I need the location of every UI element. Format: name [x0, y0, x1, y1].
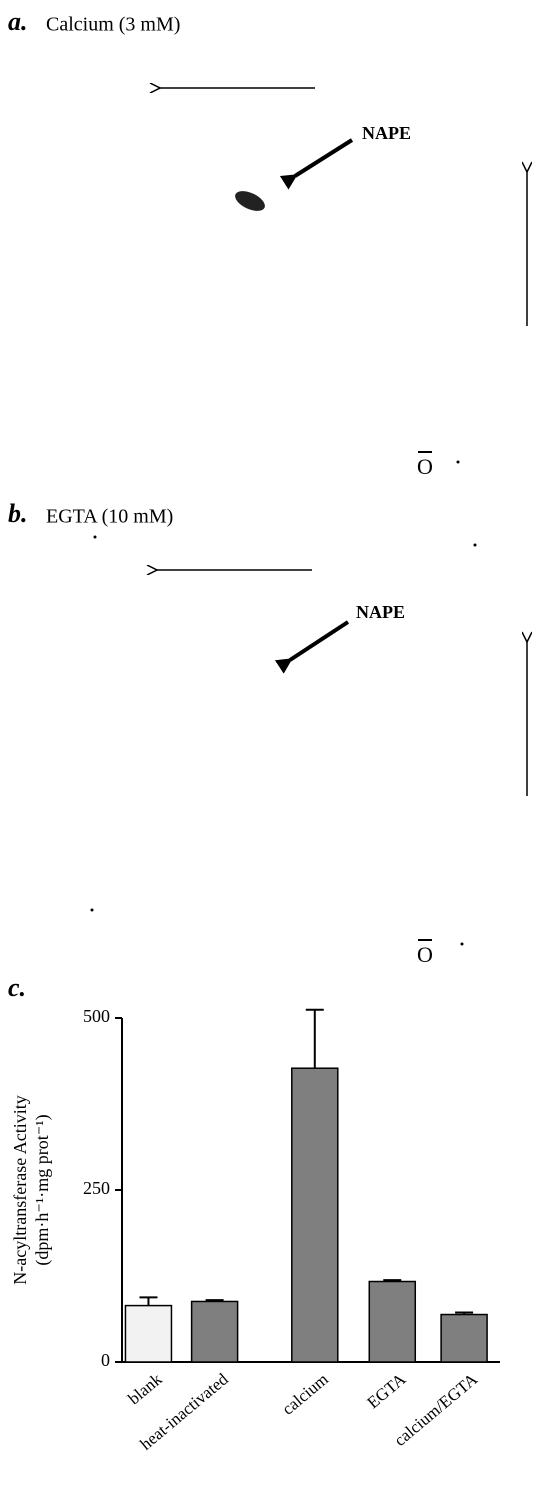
figure: a. Calcium (3 mM) NAPE O b. EGTA (10 mM)…	[0, 0, 535, 1498]
y-tick-label: 0	[101, 1350, 110, 1370]
dot	[474, 544, 477, 547]
dot	[91, 909, 94, 912]
y-tick-label: 250	[83, 1178, 110, 1198]
bar	[125, 1306, 171, 1362]
panel-label: c.	[8, 973, 26, 1002]
origin-label: O	[417, 942, 433, 967]
bar	[292, 1068, 338, 1362]
bar	[441, 1315, 487, 1362]
origin-label: O	[417, 454, 433, 479]
panel-title: Calcium (3 mM)	[46, 14, 180, 36]
panel-label: b.	[8, 499, 28, 528]
dot	[94, 536, 97, 539]
y-tick-label: 500	[83, 1006, 110, 1026]
x-tick-label: blank	[124, 1369, 166, 1408]
dot	[461, 943, 464, 946]
y-axis-label: (dpm·h⁻¹·mg prot⁻¹)	[32, 1114, 53, 1265]
nape-spot	[232, 187, 268, 215]
dot	[457, 461, 460, 464]
bar	[192, 1301, 238, 1362]
y-axis-label: N-acyltransferase Activity	[10, 1095, 30, 1284]
x-tick-label: EGTA	[363, 1369, 409, 1412]
spot-label: NAPE	[362, 123, 411, 143]
spot-label: NAPE	[356, 602, 405, 622]
x-tick-label: calcium	[278, 1370, 331, 1419]
spot-arrow	[290, 622, 348, 660]
bar	[369, 1282, 415, 1362]
panel-label: a.	[8, 7, 28, 36]
spot-arrow	[295, 140, 352, 176]
panel-title: EGTA (10 mM)	[46, 506, 173, 528]
